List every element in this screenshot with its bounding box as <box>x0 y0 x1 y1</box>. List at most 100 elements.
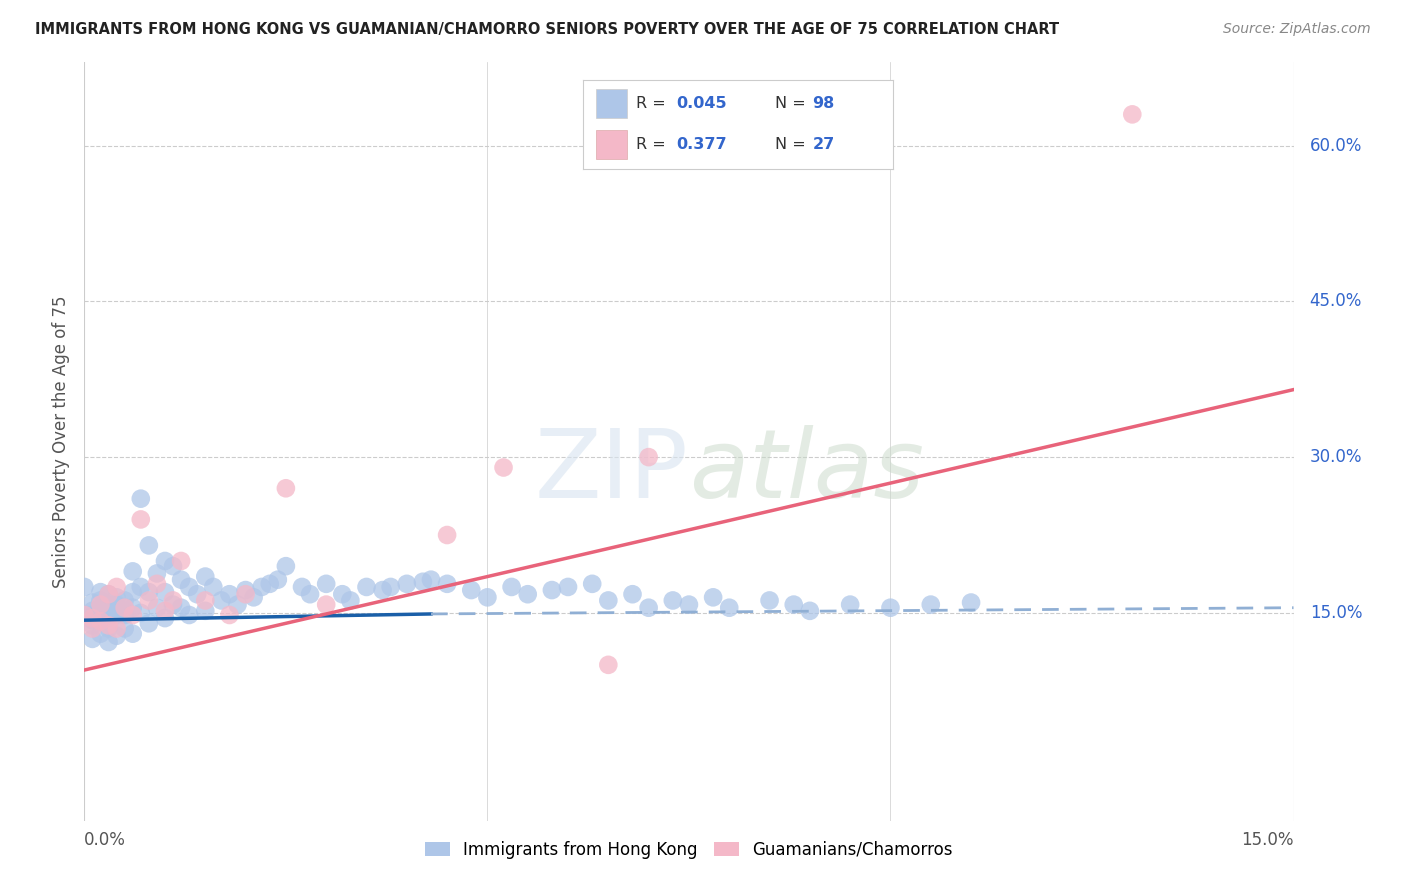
Point <box>202 580 225 594</box>
Point <box>1121 107 1143 121</box>
Point <box>146 566 169 581</box>
Text: 15.0%: 15.0% <box>1241 831 1294 849</box>
Point <box>637 600 659 615</box>
Point <box>153 611 176 625</box>
Point <box>153 585 176 599</box>
Point <box>960 595 983 609</box>
Point <box>330 587 353 601</box>
Point <box>97 611 120 625</box>
Point <box>718 600 741 615</box>
Point <box>114 600 136 615</box>
Point <box>621 587 644 601</box>
Point <box>194 593 217 607</box>
FancyBboxPatch shape <box>596 130 627 159</box>
Point <box>598 593 620 607</box>
Point <box>299 587 322 601</box>
Text: N =: N = <box>775 137 811 152</box>
Point <box>82 611 104 625</box>
Text: 0.0%: 0.0% <box>84 831 127 849</box>
Legend: Immigrants from Hong Kong, Guamanians/Chamorros: Immigrants from Hong Kong, Guamanians/Ch… <box>418 834 960 865</box>
Y-axis label: Seniors Poverty Over the Age of 75: Seniors Poverty Over the Age of 75 <box>52 295 70 588</box>
Point <box>114 600 136 615</box>
Point <box>129 580 152 594</box>
Point <box>291 580 314 594</box>
Point <box>678 598 700 612</box>
Point <box>121 600 143 615</box>
Point <box>315 598 337 612</box>
Text: R =: R = <box>636 137 671 152</box>
Point <box>97 622 120 636</box>
Point <box>105 629 128 643</box>
Point <box>581 577 603 591</box>
Point <box>920 598 942 612</box>
Point <box>105 607 128 622</box>
Point <box>218 607 240 622</box>
Point <box>162 559 184 574</box>
Text: 15.0%: 15.0% <box>1309 604 1362 622</box>
Point <box>97 607 120 622</box>
Point <box>194 604 217 618</box>
Point <box>395 577 418 591</box>
Point <box>758 593 780 607</box>
Point <box>89 609 111 624</box>
Point <box>250 580 273 594</box>
Point <box>138 593 160 607</box>
Text: 30.0%: 30.0% <box>1309 448 1362 467</box>
Point <box>138 616 160 631</box>
Point <box>89 614 111 628</box>
Point <box>121 565 143 579</box>
Point <box>598 657 620 672</box>
Text: 45.0%: 45.0% <box>1309 293 1362 310</box>
FancyBboxPatch shape <box>596 89 627 118</box>
Text: atlas: atlas <box>689 425 924 518</box>
Point <box>82 611 104 625</box>
Point <box>662 593 685 607</box>
Point <box>82 595 104 609</box>
Point <box>97 598 120 612</box>
Point <box>121 626 143 640</box>
Point <box>436 577 458 591</box>
Text: 0.045: 0.045 <box>676 96 727 111</box>
Text: N =: N = <box>775 96 811 111</box>
Text: 27: 27 <box>813 137 835 152</box>
Point <box>637 450 659 464</box>
Point <box>209 593 232 607</box>
Point <box>162 598 184 612</box>
Point <box>129 491 152 506</box>
Point <box>73 580 96 594</box>
Point <box>420 573 443 587</box>
Text: 0.377: 0.377 <box>676 137 727 152</box>
Point <box>339 593 361 607</box>
Text: 98: 98 <box>813 96 835 111</box>
Point <box>162 593 184 607</box>
Point <box>105 604 128 618</box>
Point <box>839 598 862 612</box>
Point <box>114 593 136 607</box>
Point <box>516 587 538 601</box>
Point <box>97 587 120 601</box>
Point <box>121 607 143 622</box>
Point <box>879 600 901 615</box>
Point <box>242 591 264 605</box>
Point <box>218 587 240 601</box>
Point <box>226 598 249 612</box>
Point <box>89 598 111 612</box>
Point <box>138 538 160 552</box>
Point <box>129 606 152 620</box>
Text: Source: ZipAtlas.com: Source: ZipAtlas.com <box>1223 22 1371 37</box>
Point <box>105 622 128 636</box>
Point <box>105 591 128 605</box>
Point <box>274 481 297 495</box>
Point <box>267 573 290 587</box>
Point <box>82 607 104 622</box>
Point <box>73 607 96 622</box>
Point <box>89 593 111 607</box>
Point <box>89 614 111 628</box>
Point <box>114 622 136 636</box>
Point <box>186 587 208 601</box>
Point <box>129 512 152 526</box>
Point <box>477 591 499 605</box>
Point <box>105 580 128 594</box>
Point <box>146 600 169 615</box>
Point <box>170 573 193 587</box>
